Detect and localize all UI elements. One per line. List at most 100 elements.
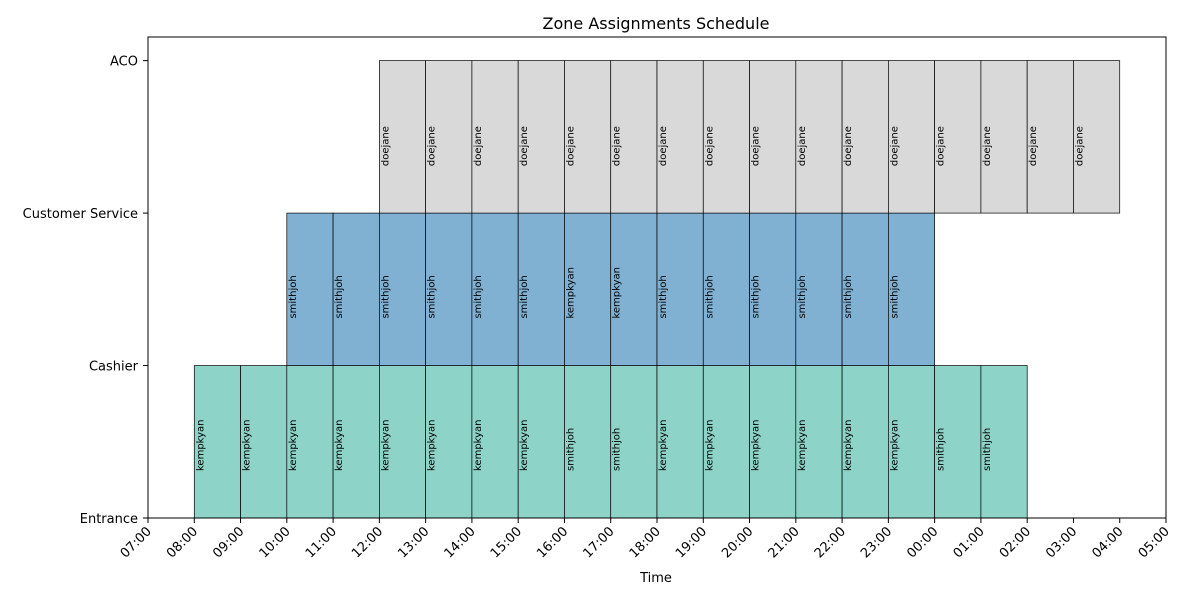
- y-tick-label: Cashier: [89, 360, 139, 375]
- assignment-label: doejane: [519, 126, 530, 166]
- assignment-label: doejane: [936, 126, 947, 166]
- assignment-bar: [749, 60, 797, 214]
- assignment-label: kempkyan: [427, 420, 438, 472]
- assignment-bar: [379, 212, 426, 366]
- y-tick-label: Customer Service: [23, 207, 138, 222]
- assignment-bar: [749, 212, 797, 366]
- x-tick-label: 14:00: [442, 524, 479, 561]
- assignment-bar: [656, 212, 704, 366]
- assignment-label: smithjoh: [334, 275, 345, 318]
- x-tick-label: 10:00: [257, 524, 294, 561]
- x-tick-label: 11:00: [303, 524, 340, 561]
- assignment-label: kempkyan: [612, 267, 623, 319]
- x-tick-label: 19:00: [673, 524, 710, 561]
- x-tick-label: 03:00: [1043, 524, 1080, 561]
- assignment-label: kempkyan: [658, 420, 669, 472]
- assignment-label: doejane: [380, 126, 391, 166]
- assignment-bar: [702, 365, 750, 519]
- assignment-bar: [749, 365, 797, 519]
- assignment-bar: [332, 212, 380, 366]
- assignment-bar: [332, 365, 380, 519]
- assignment-label: kempkyan: [195, 420, 206, 472]
- assignment-label: doejane: [427, 126, 438, 166]
- assignment-label: smithjoh: [380, 275, 391, 318]
- assignment-bar: [1073, 60, 1121, 214]
- assignment-label: kempkyan: [380, 420, 391, 472]
- x-tick-label: 00:00: [904, 524, 941, 561]
- assignment-label: smithjoh: [751, 275, 762, 318]
- x-tick-label: 05:00: [1136, 524, 1173, 561]
- assignment-label: doejane: [565, 126, 576, 166]
- assignment-label: kempkyan: [473, 420, 484, 472]
- assignment-label: doejane: [612, 126, 623, 166]
- assignment-bar: [379, 365, 426, 519]
- assignment-label: kempkyan: [242, 420, 253, 472]
- assignment-label: smithjoh: [889, 275, 900, 318]
- assignment-bar: [564, 60, 612, 214]
- assignment-bars: kempkyan kempkyan kempkyan kempkyan kempkyan…: [193, 60, 1121, 519]
- assignment-label: smithjoh: [427, 275, 438, 318]
- assignment-label: smithjoh: [843, 275, 854, 318]
- assignment-label: doejane: [982, 126, 993, 166]
- assignment-bar: [656, 60, 704, 214]
- assignment-bar: [934, 365, 982, 519]
- assignment-bar: [702, 60, 750, 214]
- assignment-bar: [888, 365, 935, 519]
- assignment-bar: [564, 212, 612, 366]
- y-axis: Entrance Cashier Customer Service ACO: [23, 55, 148, 527]
- x-tick-label: 12:00: [349, 524, 386, 561]
- assignment-label: doejane: [889, 126, 900, 166]
- x-tick-label: 16:00: [534, 524, 571, 561]
- assignment-label: smithjoh: [565, 428, 576, 471]
- assignment-label: smithjoh: [612, 428, 623, 471]
- assignment-label: kempkyan: [288, 420, 299, 472]
- x-tick-label: 17:00: [580, 524, 617, 561]
- x-tick-label: 09:00: [210, 524, 247, 561]
- assignment-label: kempkyan: [843, 420, 854, 472]
- assignment-label: kempkyan: [889, 420, 900, 472]
- assignment-label: kempkyan: [334, 420, 345, 472]
- assignment-bar: [517, 365, 565, 519]
- y-tick-label: Entrance: [80, 512, 138, 527]
- assignment-label: kempkyan: [751, 420, 762, 472]
- assignment-label: smithjoh: [658, 275, 669, 318]
- x-tick-label: 01:00: [951, 524, 988, 561]
- x-axis-label: Time: [639, 571, 672, 586]
- x-tick-label: 21:00: [766, 524, 803, 561]
- x-tick-label: 18:00: [627, 524, 664, 561]
- x-tick-label: 22:00: [812, 524, 849, 561]
- assignment-bar: [471, 60, 519, 214]
- assignment-label: kempkyan: [797, 420, 808, 472]
- assignment-bar: [841, 365, 889, 519]
- assignment-label: doejane: [1028, 126, 1039, 166]
- assignment-label: doejane: [843, 126, 854, 166]
- assignment-bar: [240, 365, 288, 519]
- y-tick-label: ACO: [110, 55, 138, 70]
- x-tick-label: 08:00: [164, 524, 201, 561]
- assignment-bar: [610, 365, 658, 519]
- assignment-label: doejane: [473, 126, 484, 166]
- assignment-bar: [425, 60, 473, 214]
- assignment-bar: [193, 365, 241, 519]
- assignment-bar: [517, 60, 565, 214]
- assignment-label: smithjoh: [288, 275, 299, 318]
- assignment-bar: [610, 60, 658, 214]
- assignment-label: smithjoh: [797, 275, 808, 318]
- assignment-bar: [286, 212, 334, 366]
- x-tick-label: 07:00: [118, 524, 155, 561]
- assignment-label: kempkyan: [519, 420, 530, 472]
- assignment-bar: [841, 60, 889, 214]
- x-tick-label: 13:00: [395, 524, 432, 561]
- x-tick-label: 20:00: [719, 524, 756, 561]
- assignment-bar: [425, 365, 473, 519]
- assignment-bar: [795, 60, 843, 214]
- x-tick-label: 23:00: [858, 524, 895, 561]
- assignment-label: doejane: [797, 126, 808, 166]
- assignment-label: doejane: [658, 126, 669, 166]
- assignment-label: kempkyan: [704, 420, 715, 472]
- assignment-bar: [980, 60, 1028, 214]
- assignment-label: smithjoh: [473, 275, 484, 318]
- assignment-label: smithjoh: [519, 275, 530, 318]
- assignment-label: doejane: [1074, 126, 1085, 166]
